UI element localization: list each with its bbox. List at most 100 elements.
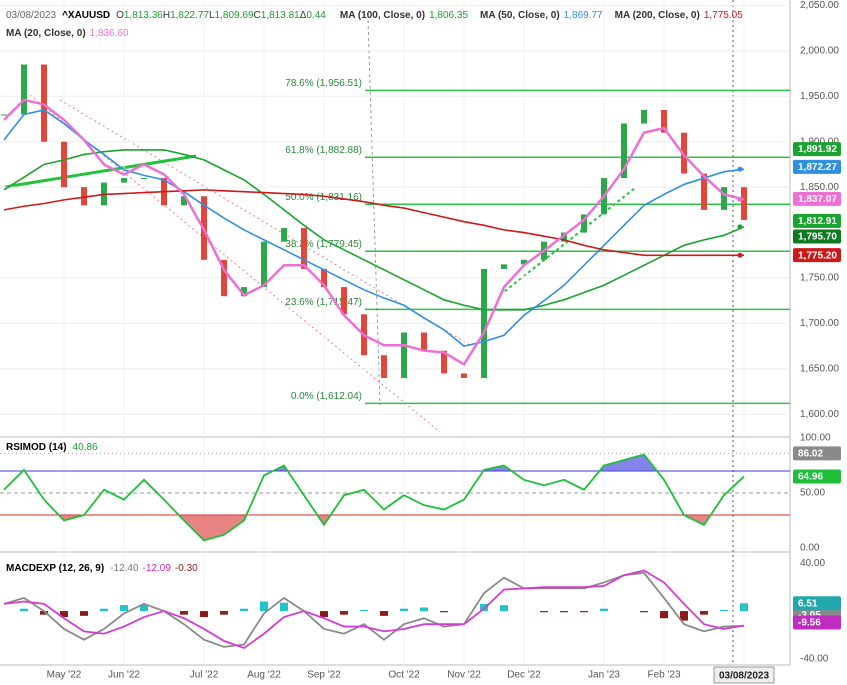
histogram-bar [600, 608, 608, 612]
candle [141, 178, 147, 180]
trend-line [4, 154, 197, 189]
y-tick-label: 1,600.00 [800, 409, 839, 420]
price-badge-label: -3.05 [798, 610, 821, 621]
price-badge [793, 446, 841, 461]
histogram-bar [40, 611, 48, 615]
y-tick-label: 0.00 [800, 543, 820, 554]
y-tick-label: -40.00 [800, 653, 829, 664]
x-tick-label: Sep '22 [307, 670, 341, 681]
price-badge [793, 596, 841, 611]
rsi-title: RSIMOD (14) [6, 442, 67, 453]
histogram-bar [580, 611, 588, 613]
candle [741, 187, 747, 221]
x-tick-label: Feb '23 [647, 670, 680, 681]
candle [681, 132, 687, 174]
x-tick-label: Jan '23 [588, 670, 620, 681]
candle [1, 114, 7, 116]
candle [21, 64, 27, 115]
macd-line [3, 569, 745, 650]
histogram-bar [660, 611, 668, 619]
legend-ma: MA (20, Close, 0) 1,836.60 [6, 28, 129, 39]
candle [341, 287, 347, 315]
x-tick-label: Nov '22 [447, 670, 481, 681]
ma-end-dot [737, 252, 743, 258]
ma-name: MA (20, Close, 0) [6, 28, 86, 39]
ma-name: MA (200, Close, 0) [614, 10, 700, 21]
price-badge [793, 615, 841, 630]
histogram-bar [400, 608, 408, 612]
ma-legend-item[interactable]: MA (50, Close, 0) 1,869.77 [480, 10, 603, 21]
legend-date: 03/08/2023 [6, 10, 57, 21]
fib-label: 38.2% (1,779.45) [285, 239, 362, 250]
ma-end-dot [737, 224, 743, 230]
y-tick-label: 2,050.00 [800, 0, 839, 11]
histogram-bar [60, 611, 68, 618]
histogram-bar [20, 608, 28, 612]
candle [501, 264, 507, 269]
y-tick-label: 1,900.00 [800, 136, 839, 147]
histogram-bar [680, 611, 688, 621]
histogram-bar [240, 608, 248, 612]
candle [521, 259, 527, 265]
histogram-bar [320, 611, 328, 618]
ma-end-dot [737, 196, 743, 202]
quote-value: 1,813.81 [260, 10, 300, 21]
histogram-bar [420, 607, 428, 612]
price-badge [793, 159, 841, 174]
ma-value: 1,806.35 [429, 10, 469, 21]
legend-row: 03/08/2023 ^XAUUSD O1,813.36H1,822.77L1,… [6, 10, 743, 21]
fib-label: 50.0% (1,831.16) [285, 192, 362, 203]
price-badge-label: 1,795.70 [798, 232, 837, 243]
price-badge [793, 469, 841, 484]
histogram-bar [80, 611, 88, 616]
y-tick-label: 1,700.00 [800, 318, 839, 329]
macd-reading: -12.09 [142, 563, 171, 574]
candle [81, 187, 87, 206]
ma-name: MA (100, Close, 0) [339, 10, 426, 21]
histogram-bar [440, 611, 448, 613]
fib-label: 61.8% (1,882.88) [285, 145, 362, 156]
price-badge-label: 1,837.07 [798, 194, 837, 205]
price-badge [793, 191, 841, 206]
rsi-reading: 40.86 [72, 442, 98, 453]
price-badge [793, 142, 841, 157]
candle [421, 332, 427, 351]
macd-legend: MACDEXP (12, 26, 9) -12.40 -12.09 -0.30 [6, 563, 198, 574]
moving-average [3, 98, 745, 367]
oversold-fill [4, 515, 744, 541]
macd-reading: -12.40 [110, 563, 139, 574]
price-badge-label: 1,812.91 [798, 216, 837, 227]
price-badge [793, 213, 841, 228]
histogram-bar [380, 611, 388, 616]
ma-legend-item[interactable]: MA (200, Close, 0) 1,775.05 [615, 10, 743, 21]
x-tick-label: May '22 [47, 670, 82, 681]
price-badge-label: 86.02 [798, 449, 823, 460]
candle [441, 350, 447, 374]
ma-name: MA (50, Close, 0) [480, 10, 560, 21]
quote-value: 1,822.77 [170, 10, 210, 21]
price-badge [793, 229, 841, 244]
histogram-bar [100, 608, 108, 612]
y-tick-label: 2,000.00 [800, 46, 839, 57]
date-badge [713, 666, 775, 684]
x-tick-label: Jun '22 [108, 670, 140, 681]
moving-average [3, 109, 745, 348]
ma-legend-item[interactable]: MA (100, Close, 0) 1,806.35 [340, 10, 468, 21]
candle [661, 109, 667, 133]
ma-value: 1,775.05 [703, 10, 743, 21]
price-badge-label: -9.56 [798, 618, 821, 629]
candle [121, 178, 127, 183]
price-badge-label: 64.96 [798, 472, 823, 483]
histogram-bar [260, 601, 268, 612]
macd-readings: -12.40 -12.09 -0.30 [110, 563, 198, 574]
macd-reading: -0.30 [174, 563, 198, 574]
candle [701, 173, 707, 210]
price-badge [793, 248, 841, 263]
candle [461, 373, 467, 378]
ma-legend-item[interactable]: MA (20, Close, 0) 1,836.60 [6, 28, 129, 39]
quote-key: L [209, 10, 215, 21]
quote-key: O [116, 10, 124, 21]
